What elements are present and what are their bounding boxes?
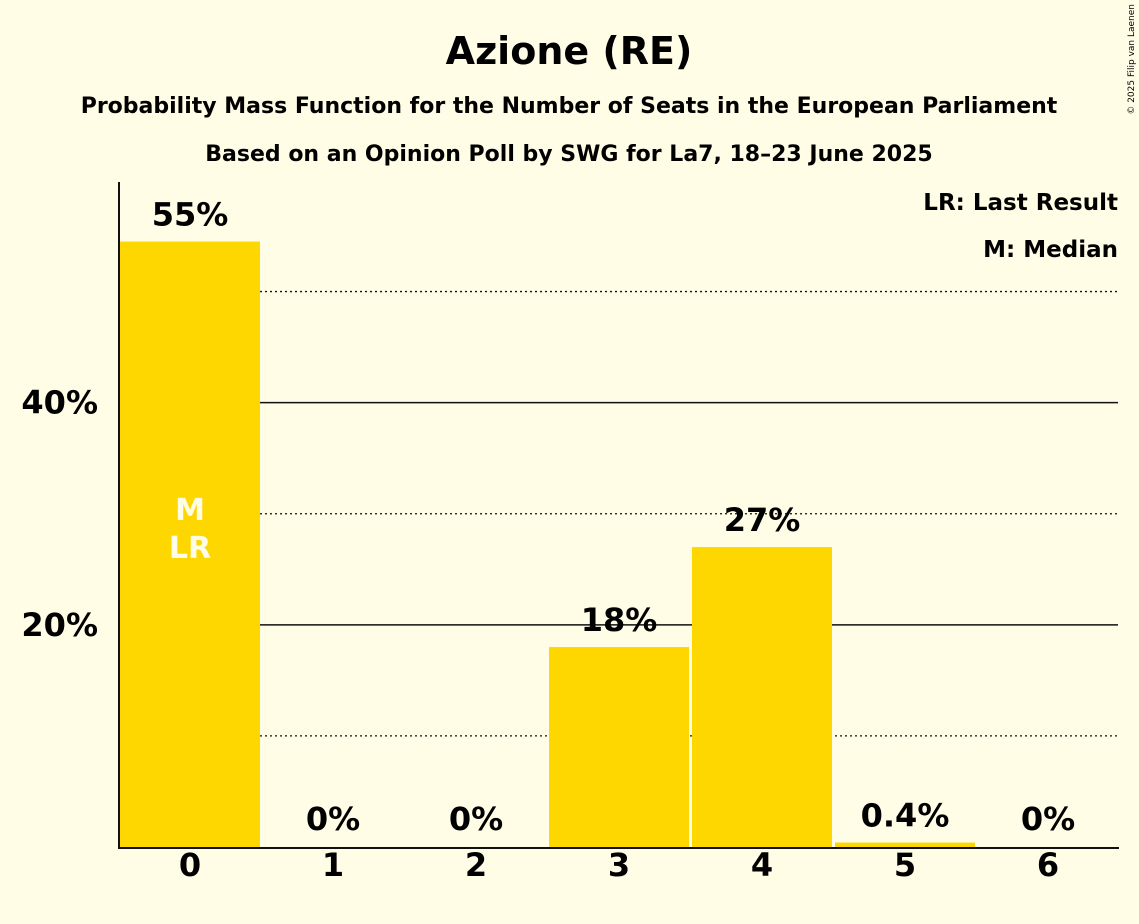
data-labels: 55% 0% 0% 18% 27% 0.4% 0% bbox=[152, 196, 1075, 838]
x-tick-label: 6 bbox=[1037, 846, 1059, 884]
x-tick-label: 5 bbox=[894, 846, 916, 884]
legend-median: M: Median bbox=[983, 237, 1118, 263]
x-tick-label: 3 bbox=[608, 846, 630, 884]
data-label: 0% bbox=[306, 800, 360, 838]
bar-seats-5 bbox=[835, 842, 975, 847]
chart-subtitle-source: Based on an Opinion Poll by SWG for La7,… bbox=[205, 142, 932, 167]
x-tick-label: 1 bbox=[322, 846, 344, 884]
axes bbox=[118, 182, 1119, 849]
in-bar-label: LR bbox=[169, 531, 211, 566]
data-label: 0% bbox=[449, 800, 503, 838]
bar-seats-4 bbox=[692, 547, 832, 847]
data-label: 27% bbox=[724, 501, 801, 539]
y-tick-label: 20% bbox=[21, 606, 98, 644]
x-tick-labels: 0 1 2 3 4 5 6 bbox=[179, 846, 1059, 884]
x-tick-label: 0 bbox=[179, 846, 201, 884]
bars bbox=[120, 241, 975, 848]
chart-subtitle: Probability Mass Function for the Number… bbox=[81, 94, 1058, 119]
data-label: 18% bbox=[581, 601, 658, 639]
copyright-notice: © 2025 Filip van Laenen bbox=[1127, 4, 1137, 115]
legend-last-result: LR: Last Result bbox=[923, 190, 1118, 216]
bar-seats-0 bbox=[120, 241, 260, 848]
y-tick-label: 40% bbox=[21, 384, 98, 422]
data-label: 55% bbox=[152, 196, 229, 234]
x-tick-label: 4 bbox=[751, 846, 773, 884]
data-label: 0.4% bbox=[861, 797, 950, 835]
bar-seats-3 bbox=[549, 647, 689, 847]
y-tick-labels: 20% 40% bbox=[21, 384, 98, 644]
x-tick-label: 2 bbox=[465, 846, 487, 884]
in-bar-labels: MLR bbox=[169, 493, 211, 566]
chart-title: Azione (RE) bbox=[446, 29, 693, 73]
gridlines bbox=[120, 290, 1118, 737]
in-bar-label: M bbox=[175, 493, 205, 528]
data-label: 0% bbox=[1021, 800, 1075, 838]
